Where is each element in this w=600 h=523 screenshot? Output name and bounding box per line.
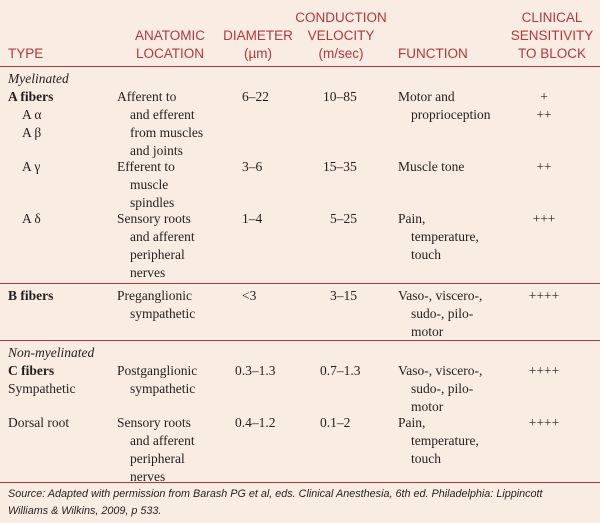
source-note: Source: Adapted with permission from Bar… bbox=[8, 488, 543, 517]
row-label-a-beta: A β bbox=[22, 125, 42, 140]
sympathetic-sensitivity: ++++ bbox=[528, 363, 560, 378]
dorsal-root-location: Sensory roots and afferent peripheral ne… bbox=[117, 415, 195, 484]
header-type: TYPE bbox=[8, 46, 44, 61]
header-clinical-sensitivity: CLINICAL SENSITIVITY TO BLOCK bbox=[510, 10, 594, 61]
row-label-dorsal-root: Dorsal root bbox=[8, 415, 70, 430]
b-fibers-diameter: <3 bbox=[242, 288, 257, 303]
a-delta-diameter: 1–4 bbox=[242, 211, 263, 226]
a-gamma-diameter: 3–6 bbox=[242, 159, 263, 174]
section-label-non-myelinated: Non-myelinated bbox=[8, 345, 95, 360]
a-alpha-beta-function: Motor and proprioception bbox=[398, 89, 491, 122]
a-gamma-function: Muscle tone bbox=[398, 159, 465, 174]
b-fibers-velocity: 3–15 bbox=[330, 288, 357, 303]
row-label-sympathetic: Sympathetic bbox=[8, 381, 76, 396]
dorsal-root-velocity: 0.1–2 bbox=[320, 415, 351, 430]
footer-divider bbox=[0, 482, 600, 484]
a-gamma-sensitivity: ++ bbox=[536, 159, 552, 174]
dorsal-root-diameter: 0.4–1.2 bbox=[235, 415, 276, 430]
section-label-myelinated: Myelinated bbox=[8, 71, 69, 86]
a-alpha-beta-location: Afferent to and efferent from muscles an… bbox=[117, 89, 204, 158]
b-fibers-function: Vaso-, viscero-, sudo-, pilo- motor bbox=[398, 288, 483, 339]
sympathetic-function: Vaso-, viscero-, sudo-, pilo- motor bbox=[398, 363, 483, 414]
section-divider-2 bbox=[0, 340, 600, 342]
header-divider bbox=[0, 66, 600, 68]
a-beta-sensitivity: ++ bbox=[536, 107, 552, 122]
a-delta-velocity: 5–25 bbox=[330, 211, 357, 226]
a-delta-location: Sensory roots and afferent peripheral ne… bbox=[117, 211, 195, 280]
a-alpha-beta-velocity: 10–85 bbox=[323, 89, 357, 104]
a-alpha-beta-diameter: 6–22 bbox=[242, 89, 269, 104]
table-header: TYPE ANATOMIC LOCATION DIAMETER (µm) CON… bbox=[0, 0, 600, 63]
sympathetic-velocity: 0.7–1.3 bbox=[320, 363, 361, 378]
row-label-c-fibers: C fibers bbox=[8, 363, 55, 378]
a-delta-sensitivity: +++ bbox=[532, 211, 556, 226]
dorsal-root-sensitivity: ++++ bbox=[528, 415, 560, 430]
header-function: FUNCTION bbox=[398, 46, 468, 61]
a-alpha-sensitivity: + bbox=[540, 89, 548, 104]
sympathetic-location: Postganglionic sympathetic bbox=[117, 363, 198, 396]
b-fibers-sensitivity: ++++ bbox=[528, 288, 560, 303]
b-fibers-location: Preganglionic sympathetic bbox=[117, 288, 196, 321]
header-conduction-velocity: CONDUCTION VELOCITY (m/sec) bbox=[295, 10, 387, 61]
a-gamma-location: Efferent to muscle spindles bbox=[117, 159, 175, 210]
row-label-a-alpha: A α bbox=[22, 107, 42, 122]
a-delta-function: Pain, temperature, touch bbox=[398, 211, 479, 262]
header-diameter: DIAMETER (µm) bbox=[223, 28, 293, 61]
row-label-b-fibers: B fibers bbox=[8, 288, 54, 303]
row-label-a-gamma: A γ bbox=[22, 159, 41, 174]
sympathetic-diameter: 0.3–1.3 bbox=[235, 363, 276, 378]
section-divider-1 bbox=[0, 283, 600, 285]
row-label-a-delta: A δ bbox=[22, 211, 41, 226]
header-anatomic-location: ANATOMIC LOCATION bbox=[134, 28, 205, 61]
dorsal-root-function: Pain, temperature, touch bbox=[398, 415, 479, 466]
a-gamma-velocity: 15–35 bbox=[323, 159, 357, 174]
row-label-a-fibers: A fibers bbox=[8, 89, 54, 104]
